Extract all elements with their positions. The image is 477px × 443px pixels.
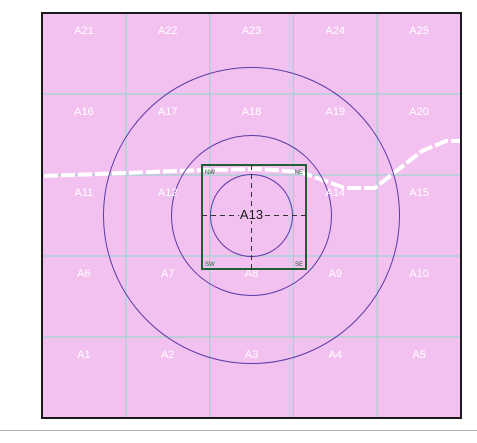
cell-label-a2: A2 (161, 349, 174, 361)
cell-label-a10: A10 (409, 268, 429, 280)
cell-label-a4: A4 (329, 349, 342, 361)
cell-label-a11: A11 (75, 187, 94, 199)
cell-label-a5: A5 (412, 349, 425, 361)
corner-label-ne: NE (295, 170, 303, 176)
cell-label-a25: A25 (409, 25, 429, 37)
cell-label-a21: A21 (74, 25, 94, 37)
cell-label-a9: A9 (329, 268, 342, 280)
corner-label-se: SE (295, 262, 303, 268)
range-ring (103, 67, 400, 364)
cell-label-a8: A8 (245, 268, 258, 280)
cell-label-a15: A15 (409, 187, 429, 199)
cell-label-a7: A7 (161, 268, 174, 280)
map-frame (41, 12, 462, 419)
cell-label-a24: A24 (326, 25, 346, 37)
cell-label-a22: A22 (158, 25, 178, 37)
cell-label-a23: A23 (242, 25, 262, 37)
road-path (43, 139, 462, 190)
cell-label-a12: A12 (158, 187, 178, 199)
corner-label-nw: NW (205, 170, 215, 176)
bottom-divider (0, 430, 477, 431)
corner-label-sw: SW (205, 262, 215, 268)
road-segment (43, 139, 462, 190)
cell-label-a18: A18 (242, 106, 262, 118)
center-square (201, 164, 307, 270)
cell-label-a16: A16 (74, 106, 94, 118)
cell-label-a20: A20 (409, 106, 429, 118)
range-ring (171, 135, 332, 296)
center-cell-label: A13 (240, 207, 263, 222)
cell-label-a3: A3 (245, 349, 258, 361)
cell-label-a19: A19 (326, 106, 346, 118)
center-square-border (201, 164, 307, 270)
cell-label-a14: A14 (326, 187, 346, 199)
cell-label-a17: A17 (158, 106, 178, 118)
cell-label-a1: A1 (77, 349, 90, 361)
cell-labels: A21 A22 A23 A24 A25 A16 A17 A18 A19 A20 A11 A12 A14 A… (74, 25, 429, 361)
cell-label-a6: A6 (77, 268, 90, 280)
